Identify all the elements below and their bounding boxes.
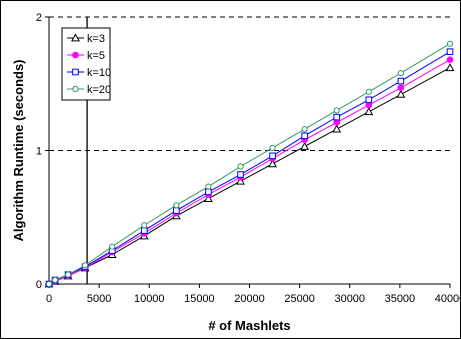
x-tick-label: 10000 <box>134 293 165 305</box>
data-point <box>203 193 213 202</box>
legend-item: k=5 <box>67 50 105 62</box>
data-point <box>72 51 79 59</box>
data-point <box>237 171 244 178</box>
legend-item: k=10 <box>67 67 111 79</box>
x-axis-title: # of Mashlets <box>208 318 290 333</box>
series-k-20 <box>45 40 454 288</box>
legend-item: k=3 <box>67 33 105 45</box>
data-point <box>205 188 212 196</box>
data-point <box>173 207 180 214</box>
data-point <box>397 77 405 85</box>
data-point <box>396 89 406 98</box>
legend-label: k=20 <box>87 84 111 96</box>
data-point <box>333 113 341 121</box>
data-point <box>236 176 245 185</box>
data-point <box>141 222 148 229</box>
data-point <box>397 69 404 77</box>
data-point <box>269 144 276 151</box>
series-layer <box>44 40 455 288</box>
data-point <box>333 107 340 114</box>
axes-layer: 0 5000 10000 15000 20000 25000 30000 35000 4000 0… <box>36 12 461 305</box>
data-point <box>81 262 89 269</box>
data-point <box>364 107 374 116</box>
data-point <box>109 243 116 250</box>
data-point <box>237 163 244 170</box>
x-tick-label: 25000 <box>284 293 315 305</box>
y-tick-label: 1 <box>36 146 42 158</box>
data-point <box>301 132 308 140</box>
data-point <box>300 141 310 150</box>
grid-layer <box>49 16 450 151</box>
y-tick-label: 0 <box>36 279 42 291</box>
data-point <box>72 68 79 76</box>
data-point <box>365 88 372 95</box>
data-point <box>269 152 276 160</box>
data-point <box>397 84 405 92</box>
x-tick-label: 15000 <box>184 293 215 305</box>
y-tick-label: 2 <box>36 12 42 24</box>
legend-label: k=5 <box>87 50 105 62</box>
data-point <box>365 101 373 109</box>
data-point <box>140 227 148 234</box>
data-point <box>445 63 455 72</box>
data-point <box>332 124 342 133</box>
data-point <box>268 159 278 168</box>
data-point <box>173 202 180 209</box>
x-tick-label: 20000 <box>234 293 265 305</box>
data-point <box>446 40 454 47</box>
data-point <box>71 33 80 42</box>
data-point <box>446 48 454 56</box>
legend-label: k=3 <box>87 33 105 45</box>
legend-label: k=10 <box>87 67 111 79</box>
data-point <box>446 56 454 64</box>
data-point <box>64 271 72 278</box>
legend-box <box>61 27 111 101</box>
x-tick-label: 30000 <box>334 293 365 305</box>
data-point <box>45 280 53 288</box>
data-point <box>72 85 79 93</box>
data-point <box>365 96 373 104</box>
legend: k=3 k=5 k=10 k=20 <box>61 27 111 101</box>
x-tick-label: 35000 <box>385 293 416 305</box>
data-point <box>301 126 308 133</box>
y-axis-title: Algorithm Runtime (seconds) <box>11 59 26 241</box>
x-tick-label: 5000 <box>87 293 111 305</box>
data-point <box>333 119 341 126</box>
data-point <box>51 276 59 284</box>
x-tick-label: 0 <box>46 293 52 305</box>
data-point <box>205 183 212 190</box>
legend-item: k=20 <box>67 84 111 96</box>
